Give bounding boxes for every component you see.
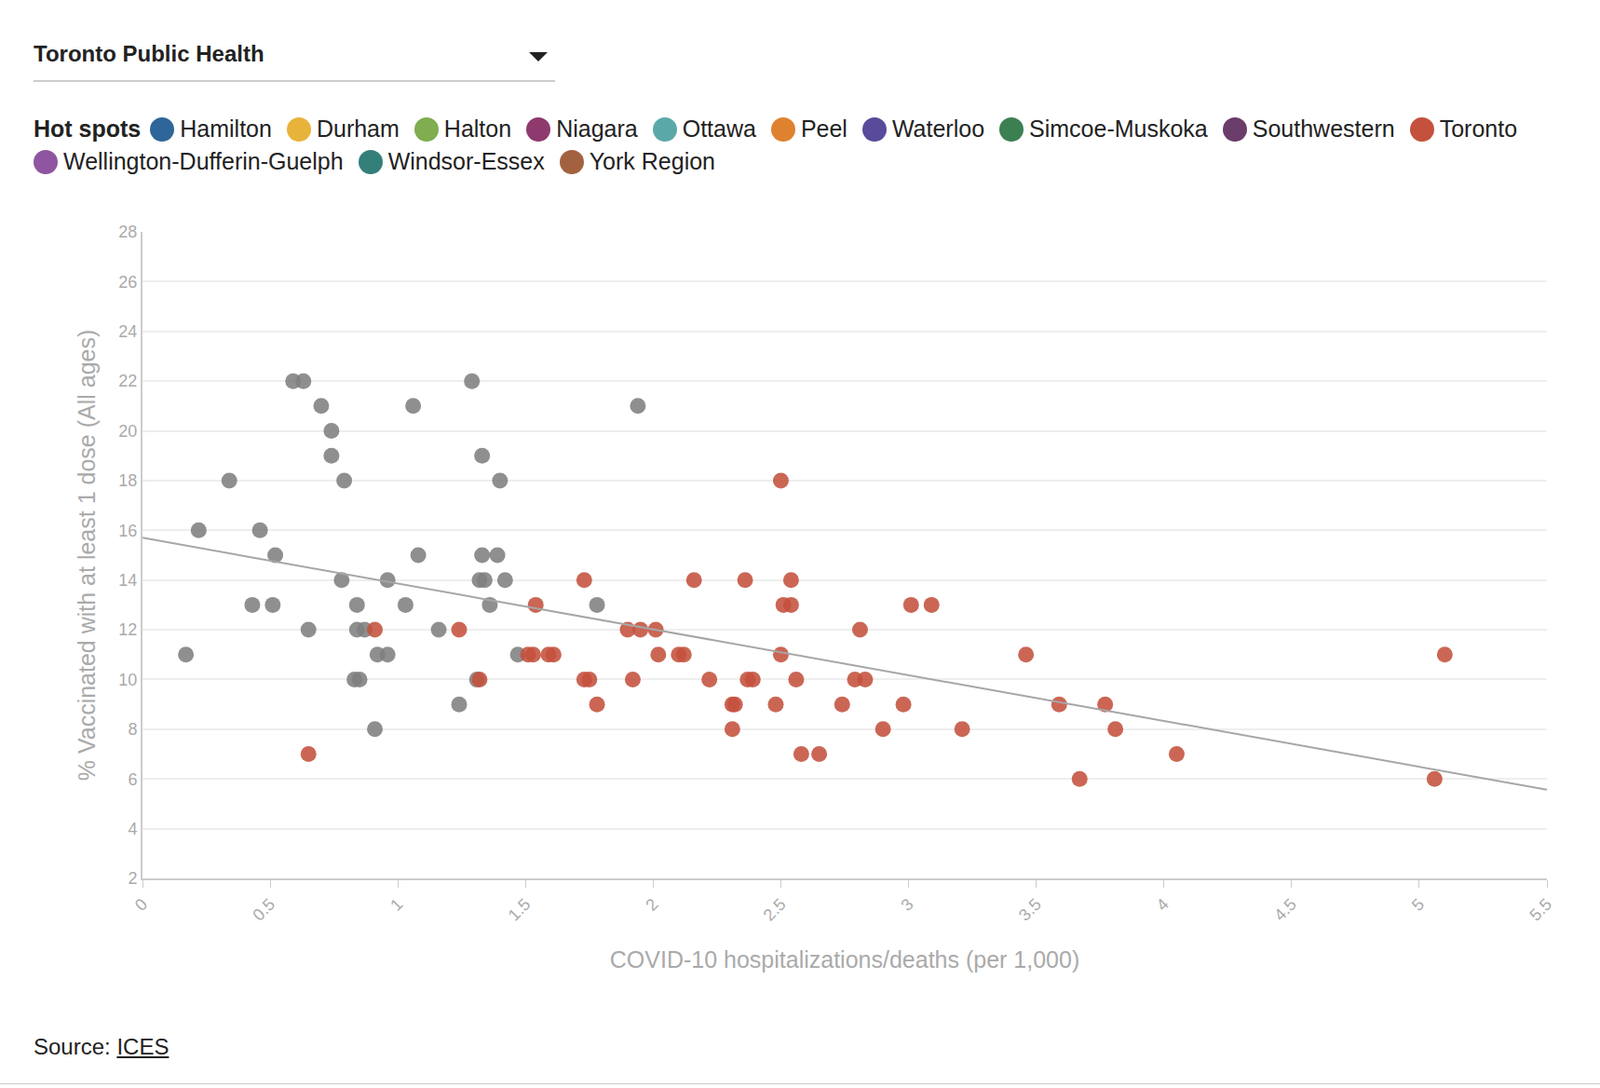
svg-text:22: 22	[118, 371, 137, 391]
html-text:Southwestern: Southwestern	[1252, 115, 1395, 142]
svg-text:20: 20	[118, 421, 137, 441]
svg-text:5: 5	[1408, 894, 1428, 915]
svg-text:0: 0	[131, 894, 151, 915]
html-text:Peel: Peel	[800, 115, 848, 142]
html-text:York Region: York Region	[589, 148, 716, 175]
html-text:Halton: Halton	[444, 115, 512, 142]
html-text:Toronto Public Health: Toronto Public Health	[33, 40, 265, 67]
svg-text:% Vaccinated with at least 1 d: % Vaccinated with at least 1 dose (All a…	[73, 329, 100, 782]
svg-text:28: 28	[118, 222, 137, 242]
html-text:Waterloo: Waterloo	[892, 115, 985, 142]
svg-text:4: 4	[1152, 894, 1173, 915]
svg-text:0.5: 0.5	[248, 894, 279, 925]
svg-text:8: 8	[127, 719, 137, 739]
html-text:Ottawa: Ottawa	[682, 115, 757, 142]
svg-text:5.5: 5.5	[1525, 894, 1556, 925]
html-text:Hamilton: Hamilton	[180, 115, 272, 142]
svg-text:18: 18	[118, 471, 137, 490]
svg-text:12: 12	[118, 620, 137, 639]
svg-text:3.5: 3.5	[1015, 894, 1045, 925]
html-text:Wellington-Dufferin-Guelph: Wellington-Dufferin-Guelph	[63, 148, 344, 175]
html-text:Toronto: Toronto	[1439, 115, 1518, 142]
html-text:Simcoe-Muskoka: Simcoe-Muskoka	[1029, 115, 1208, 142]
svg-text:1: 1	[386, 894, 407, 915]
html-text:Source: ICES: Source: ICES	[33, 1033, 169, 1059]
svg-text:6: 6	[127, 770, 137, 789]
svg-text:24: 24	[118, 322, 137, 341]
html-text:Durham: Durham	[316, 115, 400, 142]
svg-text:2: 2	[641, 894, 662, 915]
svg-text:4: 4	[127, 819, 137, 839]
svg-text:2: 2	[127, 868, 137, 888]
svg-text:14: 14	[118, 570, 137, 590]
html-text:Niagara: Niagara	[556, 115, 638, 142]
html-text:Hot spots: Hot spots	[33, 115, 141, 142]
svg-text:10: 10	[118, 670, 137, 690]
svg-text:16: 16	[118, 521, 137, 541]
svg-text:2.5: 2.5	[759, 894, 790, 925]
svg-text:26: 26	[118, 272, 137, 292]
html-text:Windsor-Essex: Windsor-Essex	[387, 148, 545, 175]
svg-text:3: 3	[897, 894, 918, 915]
svg-text:1.5: 1.5	[504, 894, 535, 925]
svg-text:4.5: 4.5	[1270, 894, 1301, 925]
svg-text:COVID-10 hospitalizations/deat: COVID-10 hospitalizations/deaths (per 1,…	[610, 946, 1080, 973]
